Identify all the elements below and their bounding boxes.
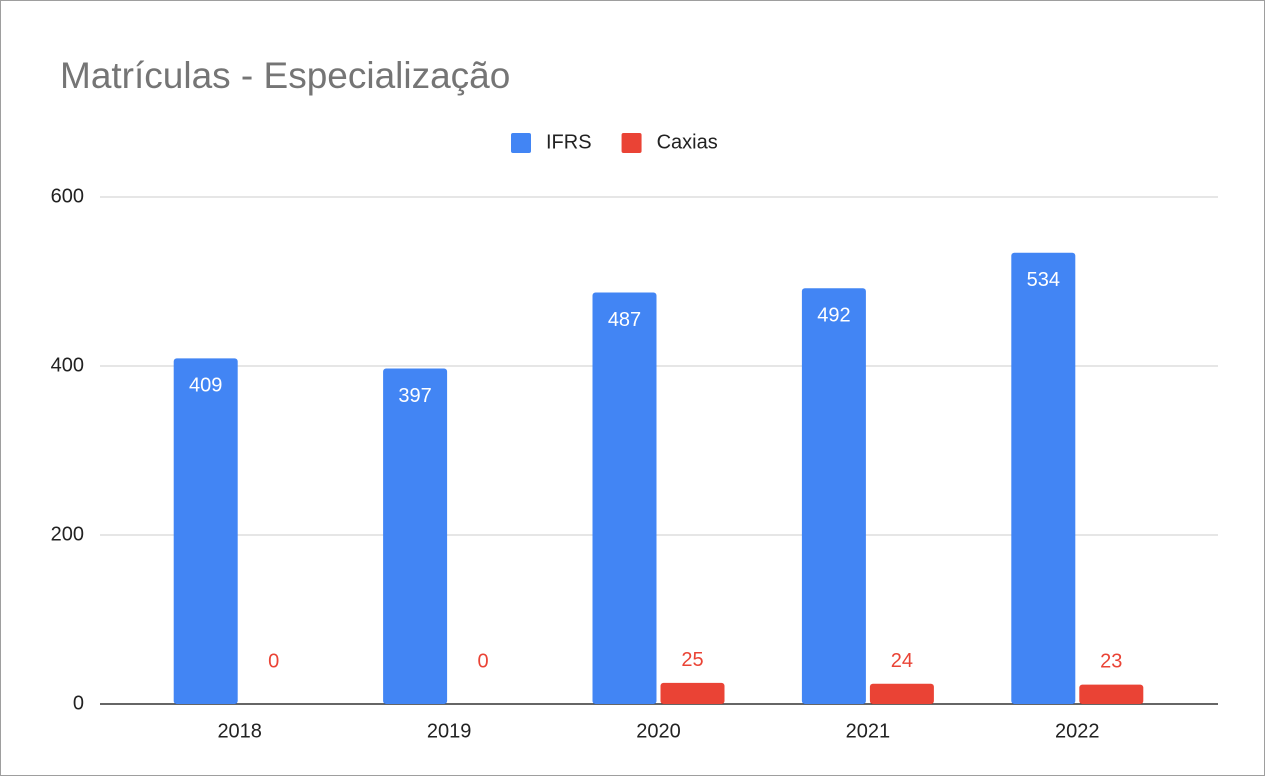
bar bbox=[801, 288, 866, 704]
x-tick-label: 2018 bbox=[217, 720, 262, 742]
bar bbox=[383, 368, 448, 704]
data-label: 409 bbox=[189, 375, 222, 397]
bar bbox=[1079, 684, 1144, 704]
bar bbox=[660, 682, 725, 704]
legend-label: Caxias bbox=[657, 131, 718, 153]
chart-title: Matrículas - Especialização bbox=[60, 55, 510, 96]
data-label: 0 bbox=[478, 650, 489, 672]
bar bbox=[592, 292, 657, 704]
data-label: 487 bbox=[608, 309, 641, 331]
legend: IFRS Caxias bbox=[511, 131, 718, 153]
bar bbox=[869, 683, 934, 704]
data-label: 23 bbox=[1100, 650, 1122, 672]
x-tick-label: 2022 bbox=[1055, 720, 1100, 742]
legend-swatch bbox=[621, 133, 642, 153]
data-label: 534 bbox=[1027, 269, 1060, 291]
data-label: 24 bbox=[891, 650, 913, 672]
x-tick-label: 2019 bbox=[427, 720, 472, 742]
bar bbox=[1011, 252, 1076, 704]
y-tick-label: 200 bbox=[51, 523, 84, 545]
bar bbox=[173, 358, 238, 704]
x-tick-label: 2020 bbox=[636, 720, 681, 742]
y-tick-label: 400 bbox=[51, 354, 84, 376]
y-tick-label: 600 bbox=[51, 185, 84, 207]
legend-swatch bbox=[511, 133, 531, 153]
data-label: 25 bbox=[681, 649, 703, 671]
data-label: 0 bbox=[268, 650, 279, 672]
data-label: 397 bbox=[398, 385, 431, 407]
x-tick-label: 2021 bbox=[846, 720, 891, 742]
data-label: 492 bbox=[817, 305, 850, 327]
legend-label: IFRS bbox=[546, 131, 592, 153]
y-tick-label: 0 bbox=[73, 692, 84, 714]
